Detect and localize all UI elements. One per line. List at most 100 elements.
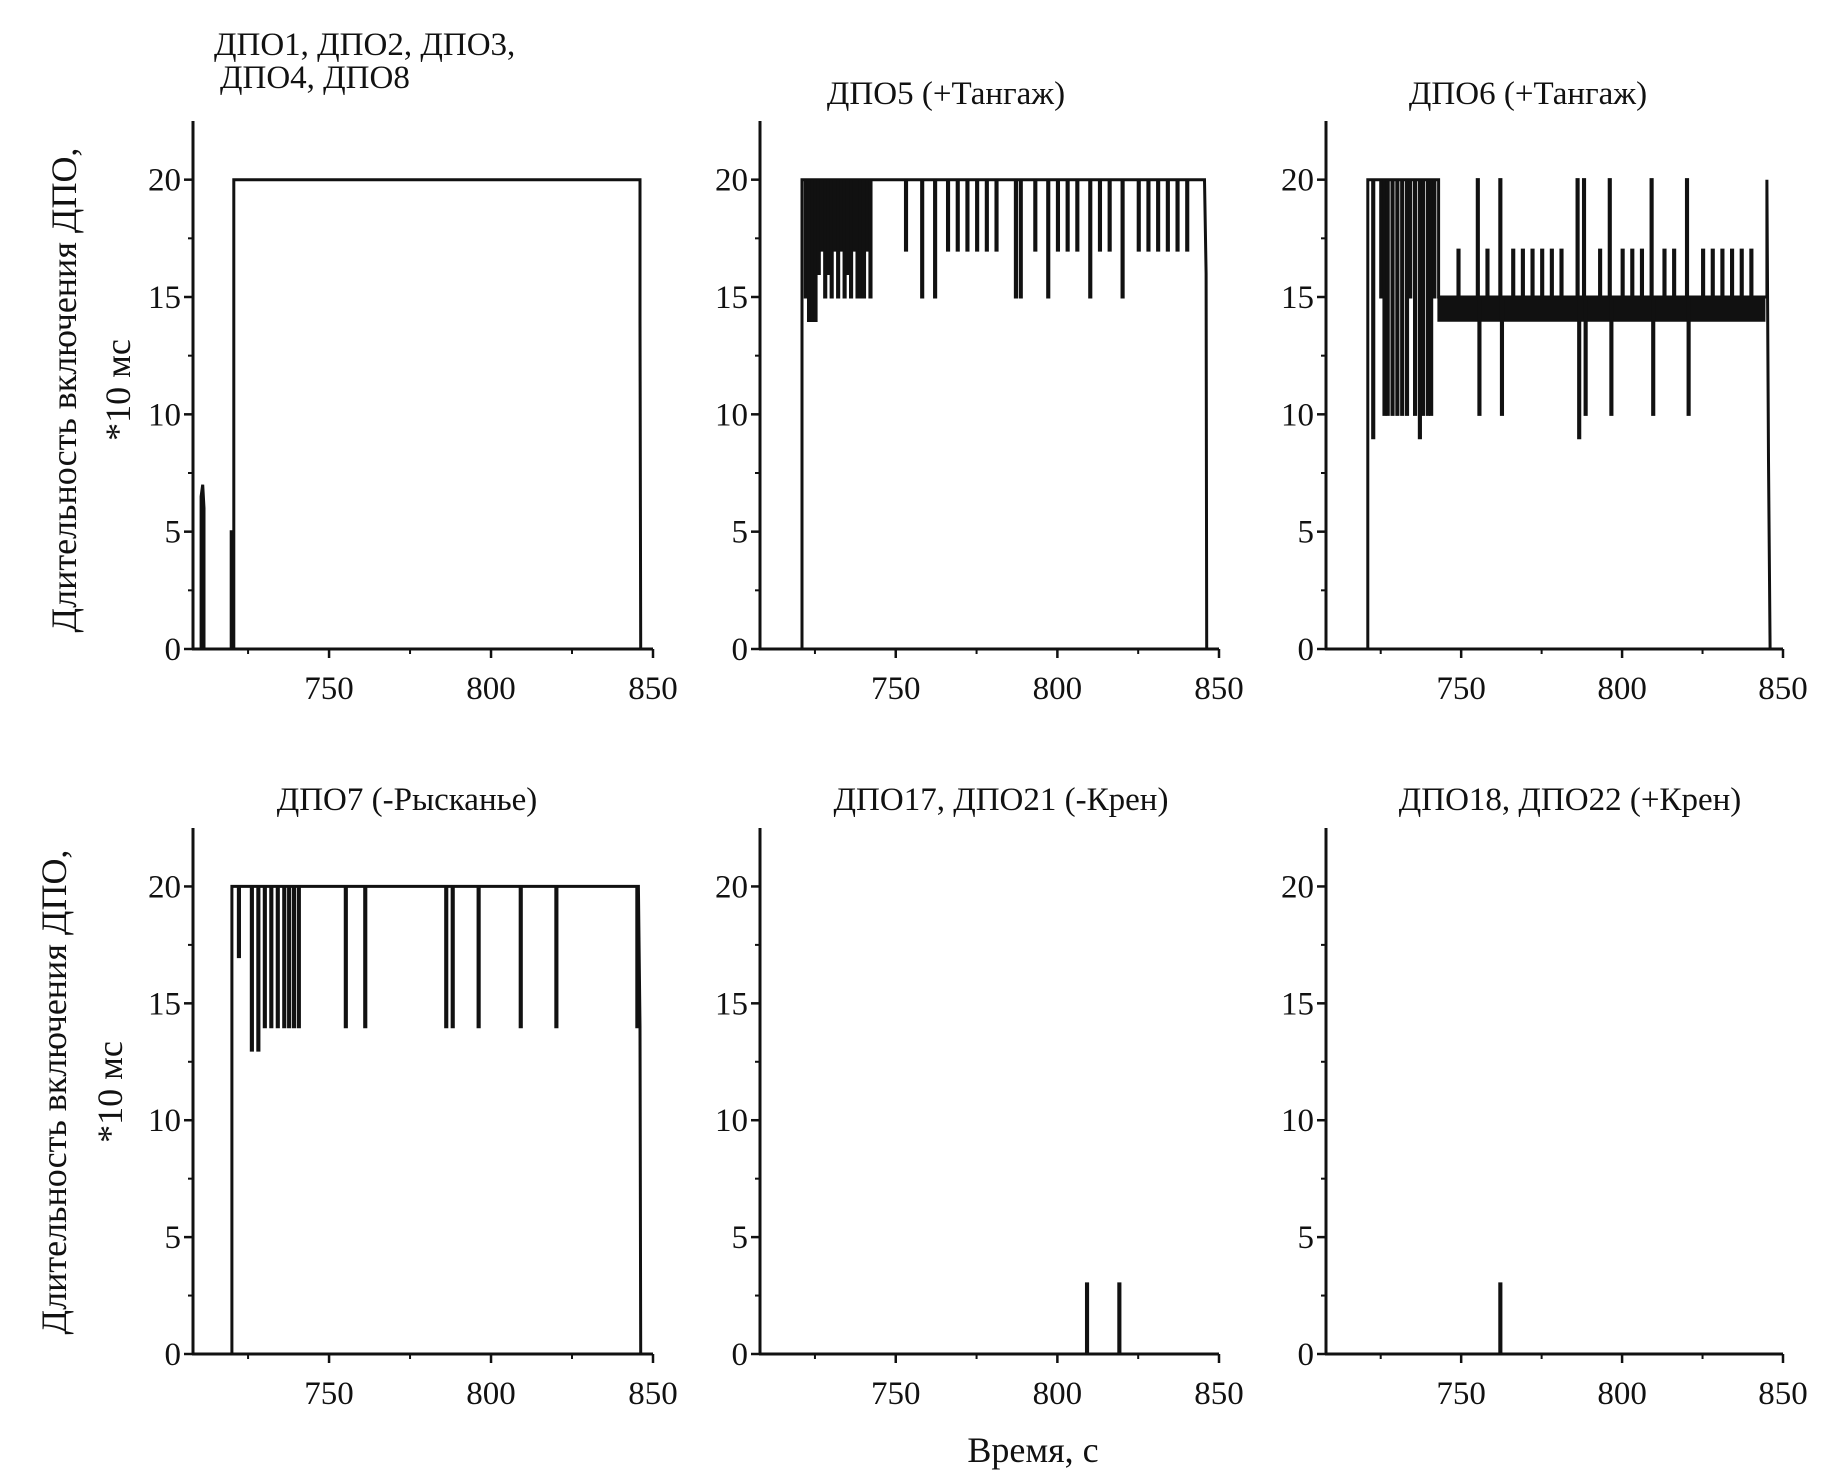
series-line — [800, 178, 1209, 650]
series-spike — [1117, 1282, 1122, 1354]
series-spike — [1432, 179, 1437, 299]
series-spike — [813, 179, 818, 322]
panel-5: 0 5 10 15 20 750 800 850 ДПО17, ДПО21 (-Крен) — [715, 782, 1244, 1412]
series-spike — [852, 179, 857, 252]
series-spike — [1530, 248, 1535, 297]
series-spike — [343, 886, 348, 1029]
series-spike — [1475, 178, 1480, 297]
series-spike — [829, 179, 834, 299]
series-spike — [256, 886, 261, 1052]
series-spike — [1175, 179, 1180, 252]
y-tick-label: 5 — [165, 1220, 182, 1256]
series-spike — [1456, 248, 1461, 297]
x-tick-label: 800 — [1597, 671, 1647, 707]
x-tick-label: 750 — [871, 671, 921, 707]
series-spike — [965, 179, 970, 252]
series-spike — [1395, 179, 1400, 416]
series-spike — [444, 886, 449, 1029]
series-spike — [933, 179, 938, 299]
series-spike — [1097, 179, 1103, 252]
series-spike — [1749, 248, 1754, 297]
y-tick-label: 10 — [715, 397, 748, 433]
series-spike — [858, 179, 863, 299]
series-spike — [1417, 179, 1422, 440]
series-spike — [1701, 248, 1706, 297]
series-spike — [1739, 248, 1744, 297]
series-spike — [1559, 248, 1564, 297]
x-tick-label: 800 — [466, 671, 516, 707]
series-spike — [1577, 297, 1582, 440]
y-tick-label: 15 — [148, 986, 181, 1022]
panel-title: ДПО1, ДПО2, ДПО3, — [214, 27, 515, 63]
series-spike — [1575, 178, 1580, 297]
x-axis-label: Время, с — [967, 1430, 1098, 1470]
series-spike — [806, 179, 812, 322]
y-tick-label: 10 — [1281, 1103, 1314, 1139]
series-spike — [861, 179, 867, 299]
series-spike — [1018, 179, 1023, 299]
y-tick-label: 0 — [1298, 1337, 1315, 1373]
series-spike — [1499, 297, 1505, 416]
y-axis-label-row1-line1: Длительность включения ДПО, — [44, 148, 84, 633]
series-spike — [269, 886, 274, 1029]
series-spike — [832, 179, 837, 252]
y-axis-label-row2-line2: *10 мс — [90, 1041, 130, 1143]
series-spike — [803, 179, 808, 299]
series-spike — [955, 179, 960, 252]
panel-4: 0 5 10 15 20 750 800 850 ДПО7 (-Рысканье) — [148, 782, 678, 1412]
series-spike — [1146, 179, 1151, 252]
series-spike — [984, 179, 989, 252]
x-tick-label: 850 — [628, 1376, 678, 1412]
series-spike — [839, 179, 844, 252]
series-spike — [1498, 178, 1503, 297]
series-spike — [823, 179, 828, 299]
series-spike — [975, 179, 980, 252]
series-spike — [826, 179, 831, 276]
y-tick-label: 5 — [1298, 515, 1315, 551]
x-tick-label: 850 — [1194, 1376, 1244, 1412]
series-spike — [1630, 248, 1635, 297]
series-spike — [1429, 179, 1434, 416]
series-spike — [1730, 248, 1735, 297]
series-spike — [1046, 179, 1051, 299]
series-spike — [1598, 248, 1603, 297]
y-tick-label: 10 — [1281, 397, 1314, 433]
series-spike — [262, 886, 267, 1029]
series-spike — [845, 179, 850, 276]
series-spike — [842, 179, 847, 299]
series-spike — [1684, 178, 1690, 297]
series-spike — [450, 886, 455, 1029]
y-tick-label: 15 — [715, 280, 748, 316]
series-spike — [1485, 248, 1490, 297]
series-spike — [554, 886, 559, 1029]
panel-title: ДПО6 (+Тангаж) — [1409, 76, 1647, 112]
series-spike — [1088, 179, 1093, 299]
y-tick-label: 10 — [148, 1103, 181, 1139]
series-spike — [236, 886, 241, 959]
series-spike — [1511, 248, 1516, 297]
series-spike — [920, 179, 925, 299]
x-tick-label: 750 — [304, 671, 354, 707]
series-spike — [1651, 297, 1656, 416]
x-tick-label: 850 — [1194, 671, 1244, 707]
y-tick-label: 20 — [148, 869, 181, 905]
y-tick-label: 5 — [732, 515, 749, 551]
x-tick-label: 800 — [466, 1376, 516, 1412]
series-spike — [1498, 1282, 1503, 1354]
series-spike — [1084, 1282, 1090, 1354]
panel-title: ДПО7 (-Рысканье) — [277, 782, 538, 818]
x-tick-label: 850 — [628, 671, 678, 707]
y-tick-label: 0 — [732, 632, 749, 668]
series-spike — [1075, 179, 1080, 252]
series-spike — [287, 886, 292, 1029]
series-spike — [1382, 179, 1387, 416]
x-tick-label: 750 — [1436, 1376, 1486, 1412]
series-spike — [1662, 248, 1667, 297]
series-spike — [476, 886, 481, 1029]
series-spike — [1607, 178, 1612, 297]
x-tick-label: 850 — [1758, 671, 1808, 707]
series-spike — [1371, 179, 1376, 440]
series-spike — [1408, 179, 1413, 299]
series-spike — [1379, 179, 1384, 299]
